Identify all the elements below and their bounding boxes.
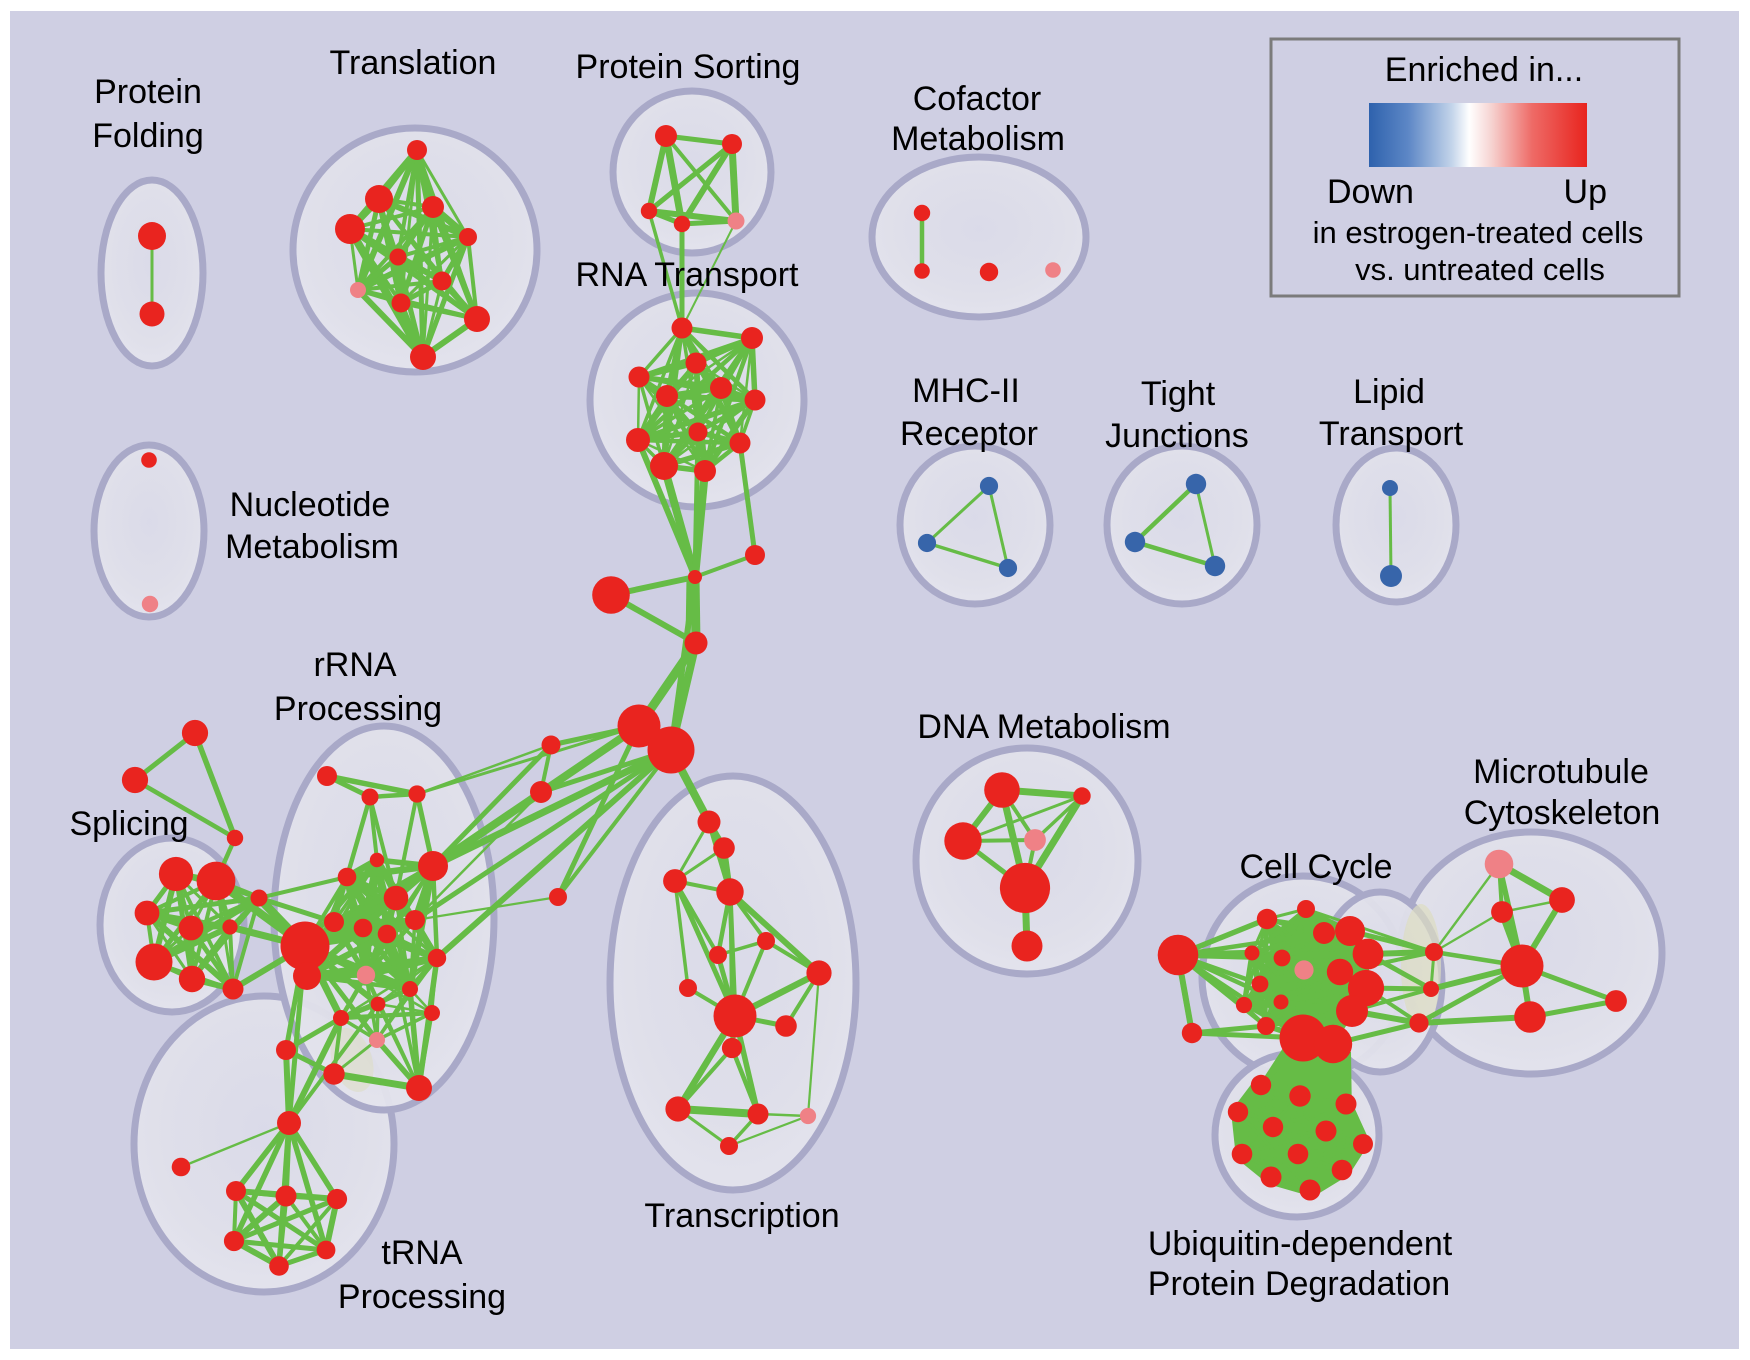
svg-text:Up: Up [1564, 173, 1607, 211]
svg-text:Cofactor: Cofactor [913, 80, 1042, 118]
svg-text:in estrogen-treated cells: in estrogen-treated cells [1313, 215, 1644, 250]
svg-text:Microtubule: Microtubule [1473, 753, 1649, 791]
svg-text:tRNA: tRNA [381, 1234, 463, 1272]
svg-text:Lipid: Lipid [1353, 373, 1425, 411]
svg-text:Splicing: Splicing [69, 805, 188, 843]
svg-text:Metabolism: Metabolism [891, 120, 1065, 158]
svg-text:Ubiquitin-dependent: Ubiquitin-dependent [1148, 1225, 1453, 1263]
svg-text:DNA Metabolism: DNA Metabolism [917, 708, 1170, 746]
svg-text:Protein: Protein [94, 73, 202, 111]
svg-text:MHC-II: MHC-II [912, 372, 1020, 410]
svg-text:vs. untreated cells: vs. untreated cells [1355, 252, 1605, 287]
svg-text:Translation: Translation [330, 44, 497, 82]
svg-text:Cytoskeleton: Cytoskeleton [1464, 794, 1661, 832]
svg-text:Protein Sorting: Protein Sorting [576, 48, 801, 86]
svg-text:Junctions: Junctions [1105, 417, 1249, 455]
svg-text:Down: Down [1327, 173, 1414, 211]
svg-text:rRNA: rRNA [313, 646, 396, 684]
svg-text:Nucleotide: Nucleotide [230, 486, 391, 524]
svg-text:Processing: Processing [274, 690, 442, 728]
svg-text:Tight: Tight [1141, 375, 1216, 413]
svg-text:Enriched in...: Enriched in... [1385, 51, 1583, 89]
svg-text:Transcription: Transcription [644, 1197, 839, 1235]
svg-text:RNA Transport: RNA Transport [576, 256, 800, 294]
svg-text:Folding: Folding [92, 117, 204, 155]
svg-text:Transport: Transport [1319, 415, 1464, 453]
svg-text:Metabolism: Metabolism [225, 528, 399, 566]
svg-text:Processing: Processing [338, 1278, 506, 1316]
svg-text:Protein Degradation: Protein Degradation [1148, 1265, 1450, 1303]
svg-text:Cell Cycle: Cell Cycle [1239, 848, 1392, 886]
svg-text:Receptor: Receptor [900, 415, 1038, 453]
